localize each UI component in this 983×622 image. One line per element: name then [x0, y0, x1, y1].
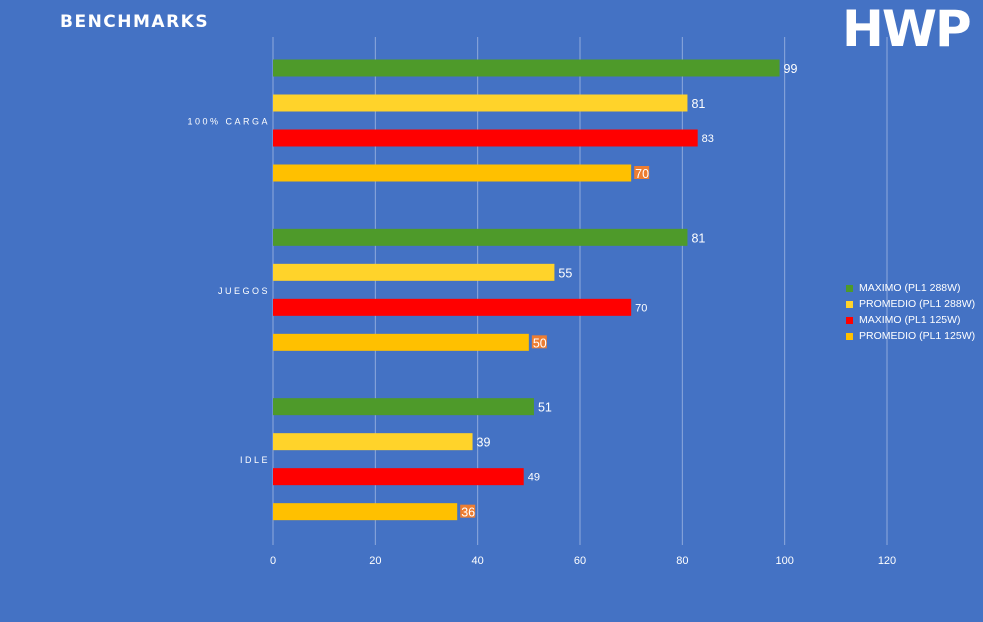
bar: [273, 468, 524, 486]
bar: [273, 398, 534, 416]
legend-swatch: [846, 284, 853, 292]
bar: [273, 263, 555, 281]
x-tick-label: 100: [775, 555, 793, 567]
legend-label: PROMEDIO (PL1 288W): [859, 298, 976, 310]
legend: MAXIMO (PL1 288W) PROMEDIO (PL1 288W) MA…: [846, 280, 975, 344]
hwp-logo: HWP: [842, 0, 972, 58]
legend-swatch: [846, 332, 853, 340]
x-tick-label: 20: [369, 555, 381, 567]
bar: [273, 228, 688, 246]
data-label: 50: [533, 336, 547, 350]
data-label: 36: [461, 506, 475, 520]
legend-item: MAXIMO (PL1 125W): [846, 312, 975, 328]
category-label: JUEGOS: [218, 286, 270, 296]
data-label-background: [634, 166, 650, 179]
x-tick-label: 60: [574, 555, 586, 567]
category-label: 100% CARGA: [187, 117, 270, 127]
data-label: 70: [635, 167, 649, 181]
data-label: 99: [784, 62, 798, 76]
data-label: 49: [528, 472, 540, 484]
x-tick-label: 120: [878, 555, 896, 567]
data-label: 55: [558, 266, 572, 280]
data-label: 81: [691, 97, 705, 111]
chart-title: BENCHMARKS: [60, 12, 210, 32]
data-label: 70: [635, 302, 647, 314]
x-tick-label: 0: [270, 555, 276, 567]
category-label: IDLE: [240, 455, 270, 465]
data-label: 39: [477, 436, 491, 450]
data-label: 51: [538, 401, 552, 415]
legend-item: PROMEDIO (PL1 125W): [846, 328, 975, 344]
bar: [273, 129, 698, 147]
x-tick-label: 80: [676, 555, 688, 567]
legend-swatch: [846, 316, 853, 324]
bar: [273, 503, 458, 521]
bar: [273, 333, 529, 351]
legend-item: PROMEDIO (PL1 288W): [846, 296, 975, 312]
data-label-background: [460, 504, 476, 518]
bar: [273, 164, 632, 182]
data-label-background: [531, 335, 547, 349]
legend-swatch: [846, 300, 853, 308]
legend-item: MAXIMO (PL1 288W): [846, 280, 975, 296]
legend-label: PROMEDIO (PL1 125W): [859, 330, 976, 342]
bar: [273, 59, 780, 77]
bar: [273, 433, 473, 451]
data-label: 81: [691, 231, 705, 245]
legend-label: MAXIMO (PL1 288W): [859, 282, 961, 294]
x-tick-label: 40: [472, 555, 484, 567]
bar: [273, 94, 688, 112]
bar: [273, 298, 632, 316]
legend-label: MAXIMO (PL1 125W): [859, 314, 961, 326]
data-label: 83: [702, 133, 714, 145]
